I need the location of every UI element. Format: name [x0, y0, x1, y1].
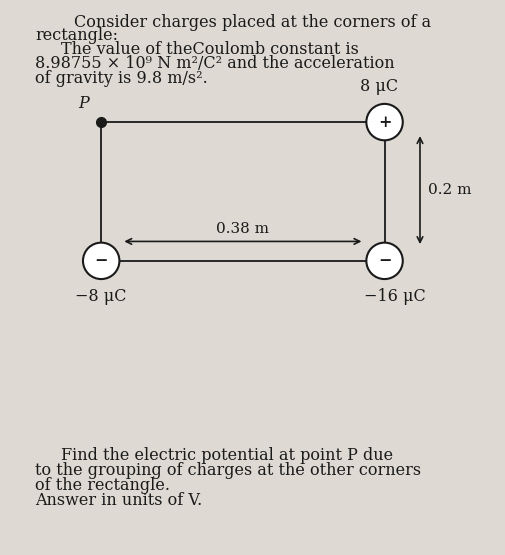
Text: of gravity is 9.8 m/s².: of gravity is 9.8 m/s². — [35, 70, 208, 88]
Text: 8 μC: 8 μC — [360, 78, 398, 94]
Text: −8 μC: −8 μC — [75, 289, 127, 305]
Text: to the grouping of charges at the other corners: to the grouping of charges at the other … — [35, 462, 421, 479]
Text: P: P — [78, 95, 89, 112]
Text: The value of theCoulomb constant is: The value of theCoulomb constant is — [61, 41, 358, 58]
Text: Find the electric potential at point P due: Find the electric potential at point P d… — [61, 447, 392, 464]
Ellipse shape — [366, 243, 402, 279]
Text: rectangle:: rectangle: — [35, 27, 118, 44]
Text: −16 μC: −16 μC — [363, 289, 425, 305]
Text: 0.38 m: 0.38 m — [216, 222, 269, 236]
Text: Answer in units of V.: Answer in units of V. — [35, 492, 203, 509]
Text: −: − — [377, 253, 390, 269]
Text: 8.98755 × 10⁹ N m²/C² and the acceleration: 8.98755 × 10⁹ N m²/C² and the accelerati… — [35, 56, 394, 73]
Text: −: − — [94, 253, 108, 269]
Text: 0.2 m: 0.2 m — [427, 183, 470, 198]
Ellipse shape — [83, 243, 119, 279]
Text: Consider charges placed at the corners of a: Consider charges placed at the corners o… — [74, 14, 431, 31]
Ellipse shape — [366, 104, 402, 140]
Text: of the rectangle.: of the rectangle. — [35, 477, 170, 494]
Text: +: + — [377, 114, 390, 130]
